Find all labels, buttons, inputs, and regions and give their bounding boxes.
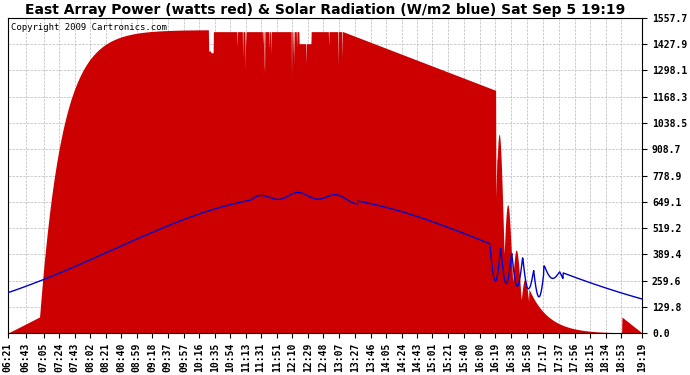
Title: East Array Power (watts red) & Solar Radiation (W/m2 blue) Sat Sep 5 19:19: East Array Power (watts red) & Solar Rad… — [25, 3, 625, 17]
Text: Copyright 2009 Cartronics.com: Copyright 2009 Cartronics.com — [11, 22, 167, 32]
